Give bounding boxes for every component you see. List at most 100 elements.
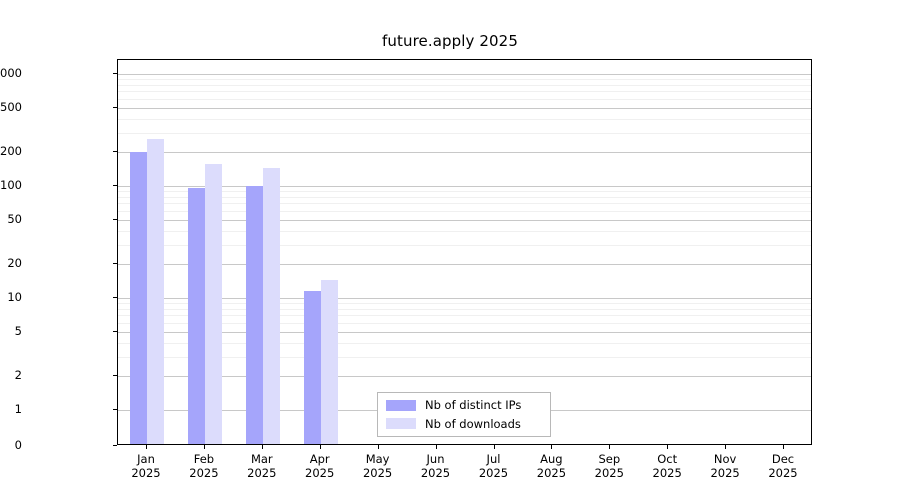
y-axis: 10005002001005020105210 xyxy=(0,0,117,500)
gridline-major xyxy=(118,186,811,187)
gridline-minor xyxy=(118,230,811,232)
y-tick-label: 2 xyxy=(14,368,22,383)
bar-distinct-ips xyxy=(187,188,205,444)
y-tick-mark xyxy=(113,185,117,186)
plot-area xyxy=(117,59,812,445)
y-tick-label: 1 xyxy=(14,402,22,416)
y-tick-mark xyxy=(113,151,117,153)
gridline-major xyxy=(118,219,811,221)
gridline-minor xyxy=(118,84,811,86)
chart-legend: Nb of distinct IPs Nb of downloads xyxy=(377,392,551,437)
x-tick-label: Jan 2025 xyxy=(131,452,160,480)
gridline-major xyxy=(118,152,811,154)
x-tick-mark xyxy=(725,445,727,449)
x-tick-month: May xyxy=(365,452,390,466)
y-tick-label: 0 xyxy=(14,438,22,452)
y-tick-mark xyxy=(113,263,117,265)
gridline-minor xyxy=(118,315,811,317)
x-tick-label: May 2025 xyxy=(363,452,392,480)
gridline-major xyxy=(118,298,811,299)
gridline-major xyxy=(118,376,811,378)
x-tick-month: Jul xyxy=(486,452,501,466)
x-tick-month: Apr xyxy=(309,452,330,466)
y-tick-mark xyxy=(113,106,117,108)
bar-downloads xyxy=(204,163,222,444)
legend-swatch-icon xyxy=(386,399,416,411)
y-tick-mark xyxy=(113,409,117,410)
x-tick-label: Sep 2025 xyxy=(595,452,624,480)
gridline-minor xyxy=(118,244,811,246)
gridline-minor xyxy=(118,356,811,358)
x-tick-mark xyxy=(551,445,553,449)
x-tick-label: Apr 2025 xyxy=(305,452,334,480)
x-tick-month: Jan xyxy=(137,452,155,466)
grid-layer xyxy=(118,60,811,444)
legend-item-downloads[interactable]: Nb of downloads xyxy=(386,417,542,432)
x-tick-year: 2025 xyxy=(362,466,393,480)
gridline-major xyxy=(118,264,811,266)
y-tick-label: 50 xyxy=(7,211,22,226)
x-tick-month: Dec xyxy=(771,452,795,466)
gridline-minor xyxy=(118,196,811,198)
y-tick-label: 5 xyxy=(14,323,22,338)
y-tick-mark xyxy=(113,73,117,74)
x-tick-year: 2025 xyxy=(768,466,798,480)
bars-layer xyxy=(118,60,811,444)
x-tick-mark xyxy=(435,445,437,449)
gridline-minor xyxy=(118,308,811,310)
x-tick-year: 2025 xyxy=(189,466,219,480)
x-tick-year: 2025 xyxy=(652,466,682,480)
chart-title: future.apply 2025 xyxy=(382,32,518,50)
x-tick-mark xyxy=(493,445,495,449)
legend-label: Nb of distinct IPs xyxy=(425,398,522,413)
y-tick-label: 500 xyxy=(0,99,22,114)
x-tick-mark xyxy=(783,445,784,449)
bar-distinct-ips xyxy=(245,186,263,444)
x-tick-label: Dec 2025 xyxy=(768,452,797,480)
x-tick-month: Feb xyxy=(193,452,215,466)
x-tick-label: Nov 2025 xyxy=(710,452,739,480)
bar-downloads xyxy=(262,167,280,444)
gridline-major xyxy=(118,331,811,333)
legend-item-ips[interactable]: Nb of distinct IPs xyxy=(386,398,542,413)
x-tick-year: 2025 xyxy=(594,466,624,480)
gridline-minor xyxy=(118,303,811,305)
x-tick-mark xyxy=(261,445,263,449)
y-tick-mark xyxy=(113,297,117,298)
gridline-minor xyxy=(118,210,811,212)
bar-distinct-ips xyxy=(130,151,147,444)
gridline-minor xyxy=(118,91,811,93)
x-tick-mark xyxy=(609,445,611,449)
x-tick-label: Oct 2025 xyxy=(653,452,682,480)
gridline-minor xyxy=(118,191,811,193)
gridline-major xyxy=(118,107,811,109)
x-tick-label: Jul 2025 xyxy=(479,452,508,480)
x-tick-label: Jun 2025 xyxy=(421,452,450,480)
x-tick-month: Jun xyxy=(426,452,445,466)
y-tick-label: 10 xyxy=(7,290,22,304)
y-tick-mark xyxy=(113,375,117,377)
x-tick-label: Aug 2025 xyxy=(537,452,566,480)
y-tick-label: 20 xyxy=(7,256,22,271)
legend-swatch-icon xyxy=(386,418,416,430)
x-tick-month: Nov xyxy=(713,452,737,466)
gridline-minor xyxy=(118,132,811,134)
x-tick-year: 2025 xyxy=(420,466,451,480)
x-tick-year: 2025 xyxy=(305,466,335,480)
gridline-minor xyxy=(118,98,811,100)
x-tick-mark xyxy=(146,445,147,449)
x-tick-year: 2025 xyxy=(536,466,567,480)
x-tick-month: Oct xyxy=(657,452,678,466)
x-tick-mark xyxy=(377,445,379,449)
x-tick-year: 2025 xyxy=(131,466,161,480)
x-tick-year: 2025 xyxy=(710,466,740,480)
x-tick-month: Aug xyxy=(540,452,563,466)
gridline-minor xyxy=(118,79,811,81)
x-tick-mark xyxy=(203,445,205,449)
x-tick-month: Sep xyxy=(598,452,621,466)
y-tick-label: 1000 xyxy=(0,66,22,80)
gridline-minor xyxy=(118,203,811,205)
y-tick-mark xyxy=(113,445,117,446)
x-tick-year: 2025 xyxy=(247,466,277,480)
